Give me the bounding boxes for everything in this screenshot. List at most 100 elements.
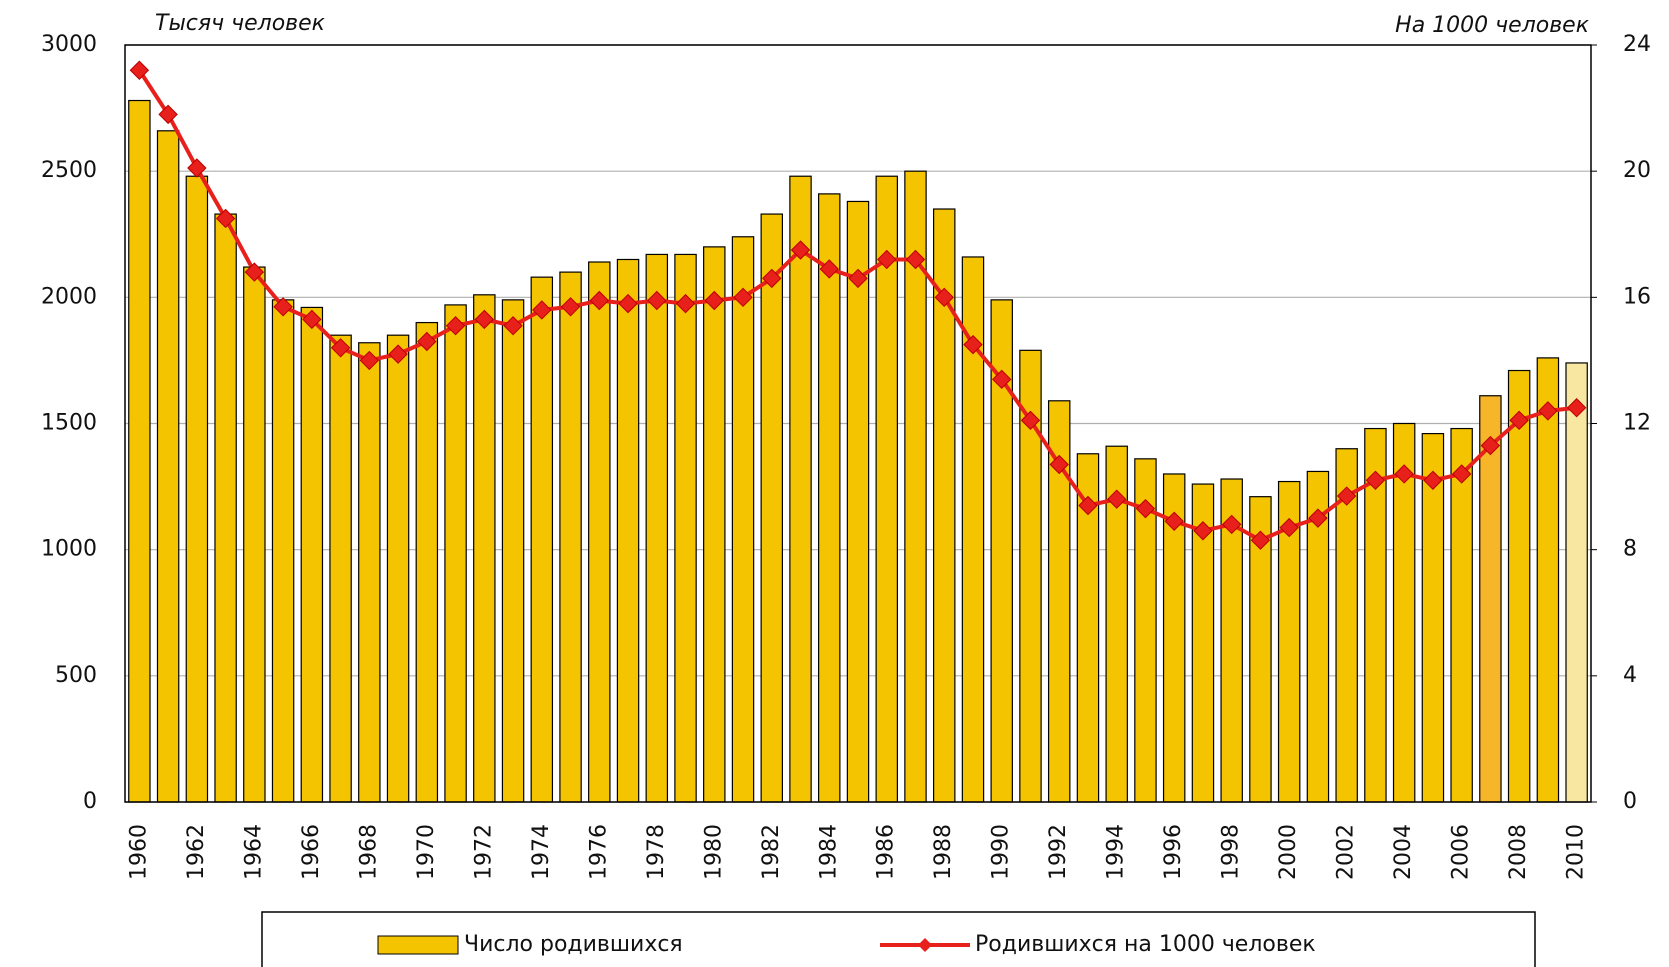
bar bbox=[329, 334, 352, 803]
line-marker bbox=[733, 287, 753, 308]
line-marker bbox=[963, 334, 983, 355]
x-tick-label: 1996 bbox=[1161, 824, 1186, 880]
y-tick-label: 0 bbox=[83, 789, 97, 814]
x-tick-label: 2004 bbox=[1391, 824, 1416, 880]
line-marker bbox=[934, 287, 954, 308]
y2-tick-label: 16 bbox=[1623, 284, 1651, 309]
line-marker bbox=[1336, 486, 1357, 506]
x-tick-label: 1982 bbox=[759, 824, 784, 880]
x-tick-label: 2008 bbox=[1506, 824, 1531, 880]
x-tick-label: 1980 bbox=[701, 824, 726, 880]
x-tick-label: 1968 bbox=[356, 824, 381, 880]
line-marker bbox=[1480, 435, 1501, 456]
x-tick-label: 1966 bbox=[299, 824, 324, 880]
line-marker bbox=[905, 249, 926, 270]
line-marker bbox=[618, 293, 638, 314]
x-tick-label: 1986 bbox=[874, 824, 899, 880]
y2-tick-label: 20 bbox=[1623, 158, 1651, 183]
line-marker bbox=[848, 268, 868, 289]
x-tick-label: 1988 bbox=[931, 824, 956, 880]
line-marker bbox=[244, 262, 265, 282]
line-marker bbox=[1164, 511, 1184, 531]
bar bbox=[645, 253, 669, 803]
bar bbox=[156, 130, 180, 803]
bar bbox=[1507, 369, 1531, 803]
y2-tick-label: 24 bbox=[1623, 32, 1651, 57]
line-marker bbox=[992, 369, 1012, 390]
bar bbox=[674, 253, 697, 803]
line-marker bbox=[1107, 489, 1127, 509]
line-marker bbox=[1279, 517, 1299, 538]
line-marker bbox=[1566, 398, 1587, 418]
x-tick-label: 2006 bbox=[1449, 824, 1474, 880]
line-marker bbox=[445, 316, 466, 336]
bar bbox=[818, 193, 841, 803]
line-marker bbox=[1250, 530, 1271, 550]
legend-marker bbox=[918, 938, 932, 952]
y-tick-label: 1000 bbox=[41, 537, 97, 562]
line-marker bbox=[187, 158, 207, 178]
x-tick-label: 1992 bbox=[1046, 824, 1071, 880]
bar bbox=[588, 261, 611, 803]
bar bbox=[1450, 427, 1473, 803]
line-marker bbox=[1020, 410, 1041, 431]
bar bbox=[243, 266, 266, 803]
bar bbox=[271, 299, 295, 803]
x-tick-label: 2000 bbox=[1276, 824, 1301, 880]
line-marker bbox=[1221, 514, 1242, 535]
line-marker bbox=[1193, 521, 1213, 541]
line-marker bbox=[359, 350, 380, 371]
line-marker bbox=[1308, 508, 1328, 528]
line-marker bbox=[560, 297, 581, 317]
bar bbox=[559, 271, 582, 803]
line-marker bbox=[273, 297, 293, 317]
line-marker bbox=[532, 300, 552, 320]
line-marker bbox=[1078, 495, 1098, 516]
bar bbox=[415, 321, 439, 803]
y2-tick-label: 8 bbox=[1623, 537, 1637, 562]
line-marker bbox=[1538, 401, 1558, 421]
x-tick-label: 1994 bbox=[1104, 824, 1129, 880]
line-marker bbox=[704, 290, 724, 311]
x-tick-label: 1970 bbox=[414, 824, 439, 880]
y2-tick-label: 4 bbox=[1623, 663, 1637, 688]
line-marker bbox=[1394, 464, 1414, 484]
legend-label: Родившихся на 1000 человек bbox=[975, 932, 1316, 957]
bar bbox=[703, 246, 726, 803]
line-marker bbox=[215, 208, 236, 229]
legend: Число родившихся Родившихся на 1000 челов… bbox=[261, 911, 1536, 967]
bar bbox=[760, 213, 784, 803]
x-tick-label: 2010 bbox=[1564, 824, 1589, 880]
y-tick-label: 2000 bbox=[41, 284, 97, 309]
plot-frame bbox=[124, 44, 1592, 803]
legend-box bbox=[261, 911, 1536, 967]
x-tick-label: 2002 bbox=[1334, 824, 1359, 880]
bar bbox=[214, 213, 237, 803]
line-marker bbox=[819, 259, 839, 279]
line-marker bbox=[330, 338, 351, 358]
bar bbox=[300, 306, 324, 803]
bar bbox=[444, 304, 467, 803]
line-marker bbox=[474, 309, 495, 330]
bar bbox=[530, 276, 554, 803]
bar bbox=[473, 294, 496, 803]
y2-axis-label: На 1000 человек bbox=[1395, 13, 1590, 38]
bar bbox=[731, 236, 755, 803]
line-marker bbox=[647, 290, 667, 311]
bar bbox=[358, 342, 381, 803]
x-tick-label: 1964 bbox=[241, 824, 266, 880]
line-marker bbox=[762, 268, 782, 289]
bar bbox=[128, 99, 151, 803]
x-tick-label: 1978 bbox=[644, 824, 669, 880]
y-tick-label: 2500 bbox=[41, 158, 97, 183]
line-marker bbox=[388, 344, 408, 364]
y2-tick-label: 0 bbox=[1623, 789, 1637, 814]
line-marker bbox=[1135, 498, 1156, 519]
x-tick-label: 1984 bbox=[816, 824, 841, 880]
line-marker bbox=[417, 331, 437, 352]
line-marker bbox=[1423, 470, 1443, 490]
bar bbox=[1565, 362, 1588, 803]
bar bbox=[789, 175, 812, 803]
y-tick-label: 1500 bbox=[41, 411, 97, 436]
x-tick-label: 1972 bbox=[471, 824, 496, 880]
